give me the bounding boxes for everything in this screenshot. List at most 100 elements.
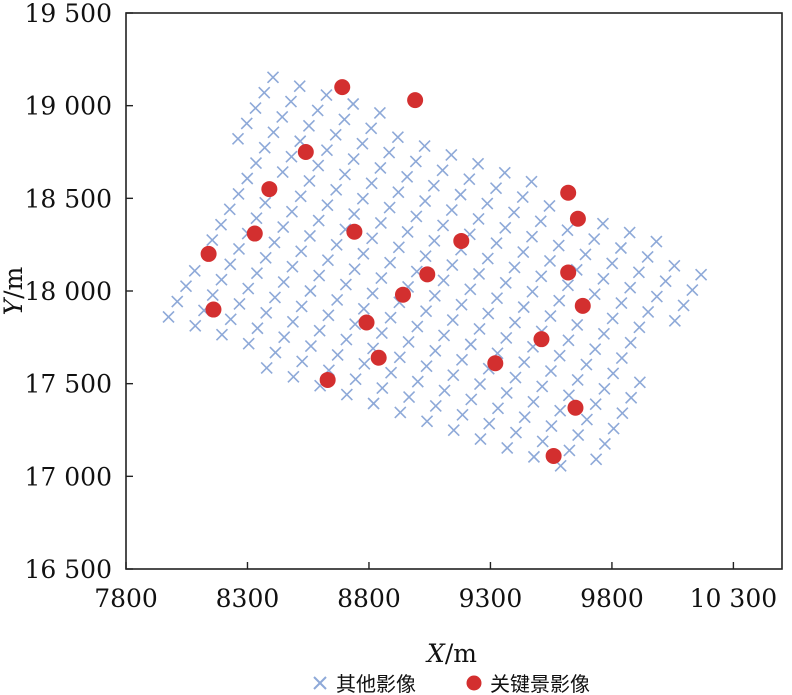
other-image-point — [409, 155, 422, 168]
other-image-point — [553, 349, 566, 362]
other-image-point — [278, 331, 291, 344]
other-image-point — [313, 324, 326, 337]
other-image-point — [269, 346, 282, 359]
series-other-images — [162, 71, 708, 472]
other-image-point — [437, 329, 451, 342]
other-image-point — [312, 159, 325, 172]
other-image-point — [596, 217, 610, 230]
key-image-point — [453, 232, 470, 249]
other-image-point — [554, 404, 567, 417]
other-image-point — [500, 386, 513, 399]
other-image-point — [303, 174, 316, 187]
other-image-point — [277, 220, 290, 234]
other-image-point — [632, 266, 645, 279]
other-image-point — [580, 358, 593, 371]
other-image-point — [294, 190, 307, 203]
other-image-point — [286, 260, 299, 273]
other-image-point — [322, 309, 335, 322]
other-image-point — [411, 375, 424, 388]
other-image-point — [383, 201, 396, 214]
other-image-point — [607, 422, 620, 435]
other-image-point — [614, 241, 627, 255]
other-image-point — [544, 364, 558, 378]
other-image-point — [171, 295, 184, 308]
other-image-point — [215, 273, 228, 286]
other-image-point — [410, 210, 423, 223]
other-image-point — [561, 224, 574, 237]
other-image-point — [258, 141, 271, 154]
other-image-point — [695, 268, 708, 281]
other-image-point — [383, 146, 396, 159]
other-image-point — [429, 344, 442, 357]
other-image-point — [446, 314, 459, 327]
other-image-point — [313, 269, 326, 282]
other-image-point — [349, 373, 362, 386]
other-image-point — [489, 182, 503, 195]
other-image-point — [572, 428, 585, 442]
other-image-point — [303, 229, 316, 243]
other-image-point — [162, 310, 175, 324]
other-image-point — [285, 150, 298, 163]
other-image-point — [357, 302, 370, 315]
other-image-point — [340, 333, 353, 346]
other-image-point — [471, 157, 485, 170]
other-image-point — [224, 258, 237, 271]
key-image-point — [567, 399, 584, 416]
other-image-point — [321, 254, 334, 267]
other-image-point — [385, 366, 398, 379]
other-image-point — [241, 172, 254, 185]
other-image-point — [482, 307, 495, 320]
other-image-point — [394, 406, 407, 419]
other-image-point — [420, 360, 433, 373]
other-image-point — [287, 370, 300, 383]
other-image-point — [508, 316, 522, 329]
key-image-point — [545, 447, 562, 464]
other-image-point — [464, 338, 477, 351]
key-image-point — [560, 184, 577, 201]
key-image-point — [334, 79, 351, 96]
other-image-point — [473, 377, 487, 391]
other-image-point — [589, 398, 602, 411]
other-image-point — [481, 252, 494, 265]
other-image-point — [633, 376, 646, 389]
other-image-point — [251, 322, 264, 335]
other-image-point — [392, 186, 405, 199]
key-image-point — [358, 314, 375, 331]
other-image-point — [589, 343, 602, 356]
other-image-point — [517, 246, 530, 259]
legend-label-other-images: 其他影像 — [336, 672, 416, 695]
other-image-point — [454, 188, 467, 201]
other-image-point — [518, 411, 531, 424]
other-image-point — [625, 391, 638, 404]
other-image-point — [633, 321, 646, 334]
other-image-point — [428, 289, 441, 302]
other-image-point — [374, 161, 387, 175]
other-image-point — [536, 380, 549, 393]
y-tick-label: 17 000 — [25, 462, 112, 491]
other-image-point — [356, 137, 369, 150]
other-image-point — [296, 355, 309, 368]
other-image-point — [668, 259, 681, 272]
other-image-point — [668, 314, 681, 327]
other-image-point — [445, 148, 458, 162]
other-image-point — [304, 284, 317, 298]
other-image-point — [277, 276, 290, 289]
key-image-point — [419, 266, 436, 283]
other-image-point — [650, 290, 663, 303]
other-image-point — [445, 203, 458, 217]
other-image-point — [490, 292, 504, 305]
other-image-point — [598, 437, 611, 450]
other-image-point — [240, 117, 253, 130]
other-image-point — [543, 199, 556, 212]
other-image-point — [284, 95, 298, 108]
other-image-point — [189, 319, 202, 332]
other-image-point — [339, 278, 352, 291]
other-image-point — [588, 233, 601, 246]
other-image-point — [302, 119, 316, 132]
legend-dot-icon — [466, 675, 482, 691]
other-image-point — [526, 285, 539, 298]
other-image-point — [562, 389, 575, 402]
other-image-point — [214, 218, 228, 231]
other-image-point — [267, 126, 280, 139]
other-image-point — [624, 336, 637, 349]
